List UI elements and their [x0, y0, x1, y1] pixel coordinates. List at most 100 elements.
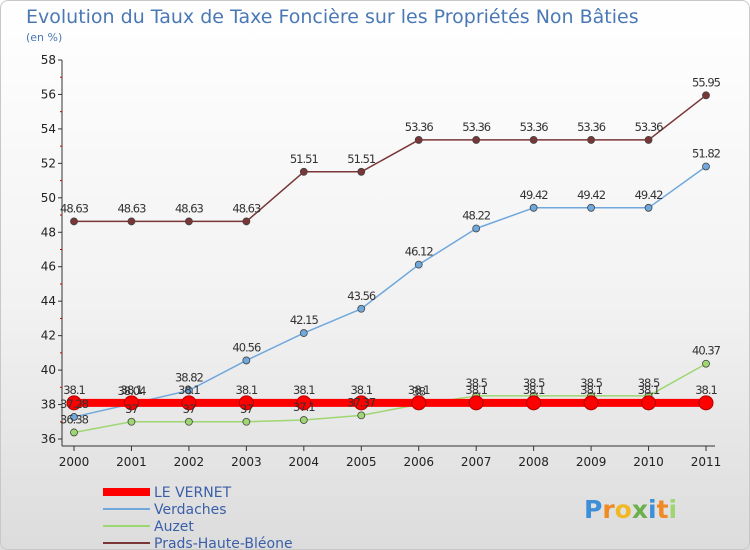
legend-label: Auzet — [154, 519, 194, 535]
data-label: 46.12 — [405, 245, 434, 259]
y-tick-label: 38 — [41, 398, 56, 412]
x-tick-label: 2008 — [518, 455, 549, 469]
data-label: 40.37 — [692, 344, 721, 358]
data-label: 38.1 — [580, 383, 602, 397]
data-point — [698, 395, 714, 411]
data-label: 43.56 — [347, 289, 376, 303]
data-point — [472, 224, 481, 233]
data-point — [296, 395, 312, 411]
data-point — [357, 167, 366, 176]
data-point — [472, 136, 481, 144]
y-tick-label: 44 — [41, 294, 56, 308]
data-label: 38.82 — [175, 370, 204, 384]
data-label: 38.04 — [117, 384, 146, 398]
legend: LE VERNETVerdachesAuzetPrads-Haute-Bléon… — [103, 485, 293, 550]
data-label: 38.1 — [465, 383, 487, 397]
series-line — [73, 165, 707, 418]
chart-title: Evolution du Taux de Taxe Foncière sur l… — [26, 6, 639, 28]
data-label: 36.38 — [60, 412, 89, 426]
logo-text: Proxiti — [584, 495, 677, 524]
x-tick-label: 2000 — [59, 455, 90, 469]
x-tick-label: 2006 — [403, 455, 434, 469]
series-layer — [66, 91, 714, 437]
data-label: 55.95 — [692, 75, 721, 89]
x-tick-label: 2011 — [691, 455, 722, 469]
data-point — [127, 417, 136, 426]
data-label: 37.1 — [293, 400, 315, 414]
data-point — [185, 417, 193, 426]
data-label: 49.42 — [635, 188, 664, 202]
data-point — [70, 217, 78, 226]
x-tick-label: 2004 — [289, 455, 320, 469]
data-label: 37 — [183, 402, 196, 416]
data-point — [702, 91, 710, 100]
data-point — [583, 395, 599, 411]
data-label: 48.63 — [232, 201, 261, 215]
data-label: 38.1 — [121, 383, 143, 397]
data-point — [70, 428, 78, 437]
data-point — [414, 136, 423, 144]
data-label: 37 — [240, 402, 253, 416]
x-tick-label: 2007 — [461, 455, 492, 469]
y-tick-label: 50 — [41, 191, 56, 205]
data-point — [414, 260, 423, 269]
data-label: 51.82 — [692, 146, 721, 160]
data-label: 48.63 — [175, 201, 204, 215]
data-point — [242, 417, 251, 426]
data-label: 53.36 — [635, 120, 664, 134]
data-point — [242, 217, 251, 226]
series-line — [74, 94, 707, 223]
data-point — [411, 395, 427, 411]
data-point — [185, 217, 193, 226]
proxiti-logo: Proxiti — [584, 495, 677, 524]
data-point — [353, 395, 369, 411]
series-verdaches — [70, 162, 710, 421]
data-label: 38.1 — [178, 383, 200, 397]
data-label: 38.1 — [236, 383, 258, 397]
legend-label: Prads-Haute-Bléone — [154, 536, 293, 550]
y-tick-label: 42 — [41, 329, 56, 343]
data-point — [702, 162, 710, 171]
data-label: 38.1 — [293, 383, 315, 397]
data-label: 49.42 — [520, 188, 549, 202]
data-label: 38.1 — [523, 383, 545, 397]
data-label: 38.5 — [580, 376, 602, 390]
data-label: 53.36 — [577, 120, 606, 134]
data-label: 53.36 — [520, 120, 549, 134]
data-point — [185, 386, 193, 395]
x-tick-label: 2003 — [231, 455, 262, 469]
data-label: 38.1 — [350, 383, 372, 397]
data-point — [529, 136, 538, 144]
data-label: 38 — [412, 385, 425, 399]
data-point — [644, 136, 653, 144]
y-tick-label: 48 — [41, 225, 56, 239]
x-tick-label: 2001 — [116, 455, 147, 469]
data-point — [357, 411, 366, 420]
y-tick-label: 40 — [41, 363, 56, 377]
data-point — [66, 395, 82, 411]
y-tick-label: 52 — [41, 156, 56, 170]
data-label: 38.5 — [638, 376, 660, 390]
legend-label: LE VERNET — [154, 485, 232, 501]
series-prads-haute-bl-one — [70, 91, 710, 226]
x-tick-label: 2010 — [633, 455, 664, 469]
data-point — [299, 416, 308, 424]
data-label: 38.1 — [408, 383, 430, 397]
data-point — [587, 203, 595, 212]
y-tick-label: 56 — [41, 87, 56, 101]
data-label: 37.28 — [60, 397, 89, 411]
series-le-vernet — [66, 395, 714, 411]
data-point — [641, 395, 657, 411]
chart-unit: (en %) — [26, 31, 62, 44]
data-point — [123, 395, 139, 411]
x-tick-label: 2009 — [576, 455, 607, 469]
data-point — [587, 136, 595, 144]
data-label: 53.36 — [405, 120, 434, 134]
data-point — [468, 395, 484, 411]
data-label: 48.22 — [462, 208, 491, 222]
y-tick-label: 36 — [41, 432, 56, 446]
y-tick-label: 46 — [41, 260, 56, 274]
data-point — [702, 359, 710, 368]
data-label: 40.56 — [232, 340, 261, 354]
